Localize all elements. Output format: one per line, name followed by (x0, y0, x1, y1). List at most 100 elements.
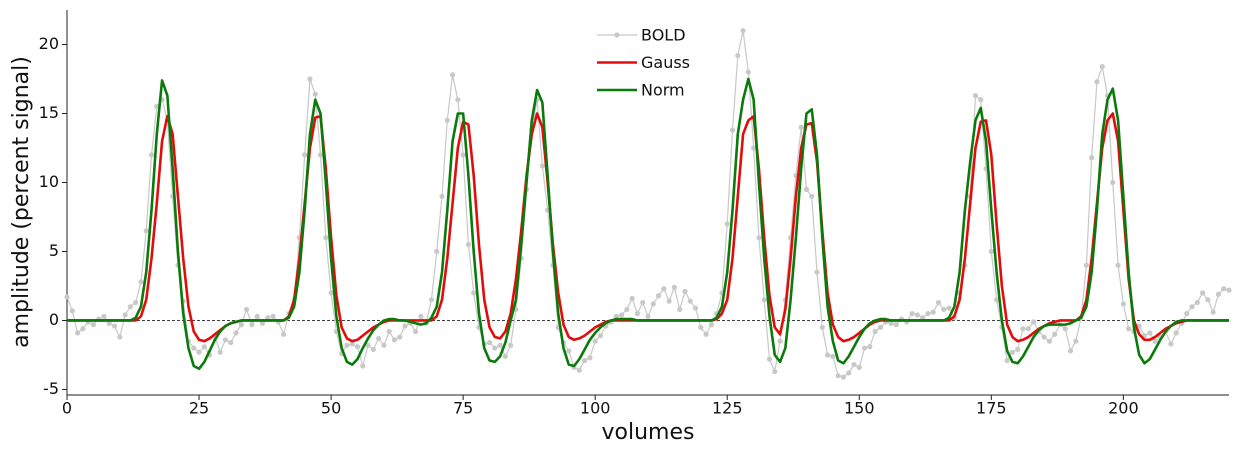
series-marker (1152, 338, 1158, 344)
series-marker (328, 290, 334, 296)
series-marker (1009, 349, 1016, 355)
series-marker (349, 341, 355, 347)
series-marker (228, 339, 234, 346)
y-axis-label: amplitude (percent signal) (9, 56, 34, 348)
series-marker (444, 117, 450, 123)
series-marker (1221, 286, 1227, 292)
series-marker (376, 335, 382, 342)
series-marker (502, 353, 508, 359)
series-marker (655, 293, 662, 299)
series-marker (640, 299, 646, 306)
series-marker (106, 320, 112, 326)
series-marker (703, 331, 709, 337)
series-marker (133, 299, 139, 306)
series-marker (740, 28, 746, 34)
series-marker (597, 333, 604, 339)
series-marker (1147, 330, 1153, 336)
series-marker (751, 145, 757, 151)
series-marker (143, 228, 149, 234)
series-marker (471, 290, 477, 296)
series-marker (191, 345, 197, 351)
series-marker (1110, 179, 1116, 186)
series-marker (243, 306, 250, 313)
series-marker (508, 342, 514, 348)
series-marker (270, 313, 276, 319)
legend-marker (614, 32, 620, 38)
series-marker (803, 186, 810, 192)
series-marker (814, 269, 820, 275)
y-tick-label: 5 (49, 241, 59, 260)
series-marker (634, 310, 641, 317)
series-marker (455, 97, 461, 103)
series-marker (280, 331, 287, 337)
series-marker (925, 310, 931, 317)
x-tick-label: 25 (189, 399, 209, 418)
series-marker (650, 301, 656, 307)
series-marker (1052, 331, 1058, 337)
series-marker (312, 91, 318, 97)
series-marker (920, 315, 926, 321)
series-marker (930, 309, 936, 315)
series-marker (233, 330, 239, 336)
series-marker (101, 313, 107, 319)
series-marker (138, 279, 144, 285)
series-marker (117, 334, 123, 340)
series-marker (888, 320, 894, 326)
series-marker (111, 323, 118, 329)
series-marker (317, 152, 324, 158)
series-marker (988, 248, 994, 255)
series-marker (1030, 319, 1037, 325)
series-marker (1083, 262, 1089, 268)
series-marker (1067, 348, 1074, 354)
series-marker (1089, 155, 1095, 161)
series-marker (249, 322, 255, 328)
series-marker (835, 373, 841, 379)
series-marker (1046, 338, 1053, 344)
series-marker (1173, 330, 1179, 336)
series-marker (74, 330, 81, 336)
series-marker (259, 320, 266, 326)
series-marker (846, 370, 852, 376)
series-marker (682, 288, 688, 295)
y-tick-label: 15 (39, 103, 59, 122)
series-marker (465, 241, 472, 248)
x-tick-label: 125 (712, 399, 743, 418)
series-marker (708, 322, 714, 328)
series-marker (323, 235, 329, 241)
series-marker (449, 72, 456, 78)
series-marker (1020, 326, 1026, 332)
series-marker (824, 352, 831, 358)
series-marker (127, 304, 133, 310)
series-marker (1210, 309, 1216, 315)
series-marker (1205, 297, 1211, 303)
x-tick-label: 75 (453, 399, 473, 418)
series-marker (1120, 301, 1126, 307)
series-marker (254, 313, 260, 319)
series-marker (370, 346, 376, 353)
series-marker (729, 127, 736, 133)
series-marker (566, 348, 572, 354)
series-marker (819, 324, 825, 330)
series-marker (946, 305, 952, 311)
series-marker (777, 338, 783, 344)
series-marker (1226, 287, 1232, 293)
series-marker (90, 322, 97, 328)
series-marker (972, 92, 979, 99)
series-marker (756, 235, 762, 241)
series-marker (724, 221, 730, 227)
series-marker (1015, 346, 1021, 353)
series-marker (613, 313, 619, 319)
series-marker (439, 193, 445, 199)
series-marker (1115, 262, 1121, 268)
series-marker (861, 345, 868, 351)
series-marker (148, 152, 155, 158)
series-marker (851, 362, 857, 368)
series-marker (772, 368, 778, 375)
series-marker (1041, 334, 1047, 340)
series-marker (994, 297, 1000, 303)
series-marker (666, 298, 672, 304)
series-marker (872, 328, 878, 335)
series-marker (80, 326, 86, 332)
